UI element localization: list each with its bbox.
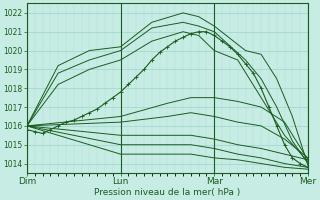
X-axis label: Pression niveau de la mer( hPa ): Pression niveau de la mer( hPa ) xyxy=(94,188,241,197)
